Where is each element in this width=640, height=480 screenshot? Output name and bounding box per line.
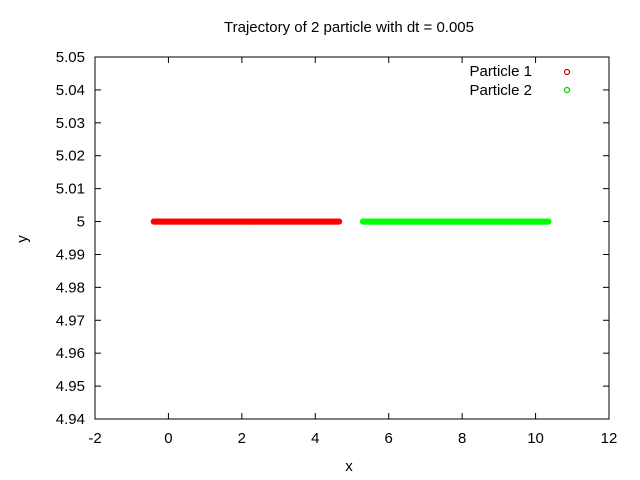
plot-area-frame <box>94 56 610 420</box>
y-tick-label: 4.94 <box>56 411 85 428</box>
series-particle-2 <box>359 218 552 225</box>
chart-title: Trajectory of 2 particle with dt = 0.005 <box>224 19 474 36</box>
y-tick-label: 4.99 <box>56 246 85 263</box>
x-tick-label: 12 <box>601 430 618 447</box>
x-tick-label: 8 <box>458 430 466 447</box>
y-tick-label: 5 <box>77 214 85 231</box>
x-tick-label: 4 <box>311 430 319 447</box>
legend-label-particle-1: Particle 1 <box>469 63 532 80</box>
y-tick-label: 4.96 <box>56 345 85 362</box>
data-point <box>545 218 552 225</box>
y-tick-label: 5.04 <box>56 82 85 99</box>
y-tick-label: 4.97 <box>56 312 85 329</box>
legend-marker-particle-1 <box>563 68 571 76</box>
x-tick-label: -2 <box>88 430 101 447</box>
legend-marker-particle-2 <box>563 86 571 94</box>
legend: Particle 1 Particle 2 <box>469 63 571 99</box>
x-axis-label: x <box>345 458 353 475</box>
y-tick-label: 4.95 <box>56 378 85 395</box>
x-tick-label: 10 <box>527 430 544 447</box>
x-tick-label: 6 <box>385 430 393 447</box>
y-tick-label: 5.03 <box>56 115 85 132</box>
y-tick-label: 5.01 <box>56 181 85 198</box>
y-tick-label: 4.98 <box>56 279 85 296</box>
y-tick-label: 5.05 <box>56 49 85 66</box>
legend-label-particle-2: Particle 2 <box>469 82 532 99</box>
y-tick-label: 5.02 <box>56 148 85 165</box>
y-axis-label: y <box>14 235 31 243</box>
data-point <box>336 218 343 225</box>
series-particle-1 <box>150 218 343 225</box>
x-tick-label: 2 <box>238 430 246 447</box>
x-tick-label: 0 <box>164 430 172 447</box>
